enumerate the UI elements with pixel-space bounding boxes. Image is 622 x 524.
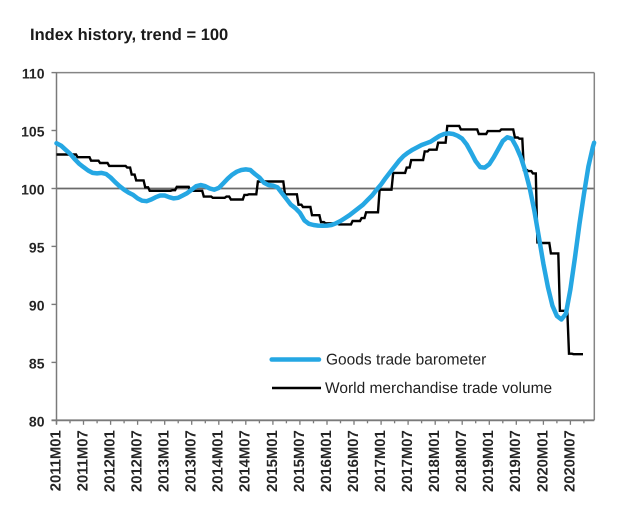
svg-text:2013M01: 2013M01 [157,430,173,492]
svg-text:Index history, trend = 100: Index history, trend = 100 [30,26,228,44]
svg-text:110: 110 [22,66,45,82]
svg-text:2016M07: 2016M07 [346,430,362,492]
svg-text:2017M01: 2017M01 [373,430,389,492]
svg-text:85: 85 [29,355,45,371]
svg-text:2015M01: 2015M01 [265,430,281,492]
svg-text:2013M07: 2013M07 [184,430,200,492]
svg-text:2018M07: 2018M07 [454,430,470,492]
svg-text:2015M07: 2015M07 [292,430,308,492]
svg-text:2018M01: 2018M01 [427,430,443,492]
svg-text:105: 105 [21,124,45,140]
svg-text:2011M07: 2011M07 [75,430,91,491]
svg-text:2016M01: 2016M01 [319,430,335,492]
svg-text:2020M07: 2020M07 [562,430,578,492]
svg-text:2012M07: 2012M07 [130,430,146,492]
svg-text:2017M07: 2017M07 [400,430,416,492]
svg-text:100: 100 [21,182,45,198]
svg-text:2019M01: 2019M01 [481,430,497,492]
svg-text:World merchandise trade volume: World merchandise trade volume [325,380,552,397]
svg-text:2020M01: 2020M01 [535,430,551,492]
svg-text:Goods trade barometer: Goods trade barometer [326,352,486,369]
svg-text:95: 95 [29,239,45,255]
svg-text:2019M07: 2019M07 [508,430,524,492]
svg-text:2011M01: 2011M01 [48,430,64,491]
svg-text:90: 90 [29,297,45,313]
svg-text:80: 80 [29,413,45,429]
svg-text:2012M01: 2012M01 [103,430,119,492]
svg-text:2014M07: 2014M07 [238,430,254,492]
svg-text:2014M01: 2014M01 [211,430,227,492]
